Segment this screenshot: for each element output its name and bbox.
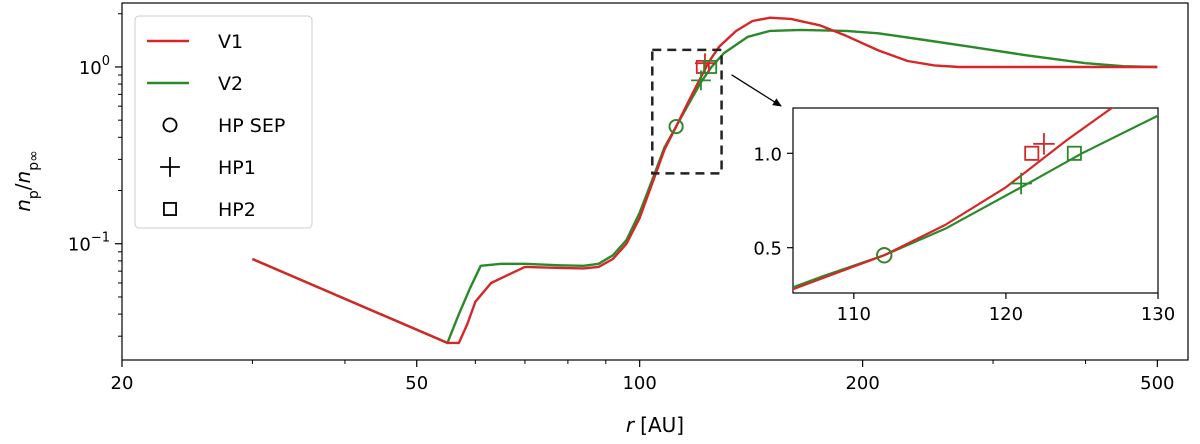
legend-item-hp-sep: HP SEP [162, 115, 285, 137]
y-tick-label: 100 [79, 54, 110, 79]
inset-x-ticks: 110 120 130 [837, 293, 1175, 325]
inset-y-tick-label: 0.5 [753, 239, 782, 260]
legend-label: HP1 [218, 157, 256, 179]
x-tick-label: 20 [111, 373, 134, 394]
inset-markers-group [876, 133, 1082, 264]
x-axis-unit: [AU] [640, 413, 684, 437]
legend-item-hp1: HP1 [160, 157, 256, 179]
inset-series-line-v1 [793, 108, 1114, 291]
legend-swatch [160, 157, 180, 177]
series-line-v1 [251, 16, 1158, 345]
inset-marker-circle-v2 [876, 247, 893, 264]
legend-swatch [162, 117, 178, 133]
inset-y-tick-label: 1.0 [753, 144, 782, 165]
marker-plus-v2 [691, 70, 711, 91]
legend-label: V2 [218, 73, 243, 95]
y-axis-slash: / [11, 183, 35, 190]
legend-item-v2: V2 [147, 73, 243, 95]
inset-x-tick-label: 120 [989, 304, 1023, 325]
x-axis-variable: r [626, 413, 636, 437]
y-axis-denominator: n [11, 171, 35, 184]
inset-series-group [793, 108, 1158, 291]
legend-frame [134, 15, 313, 229]
legend-item-v1: V1 [147, 31, 243, 53]
y-axis-numerator-subscript: p [26, 190, 42, 199]
marker-square-v1 [695, 60, 710, 74]
legend-label: HP SEP [218, 115, 285, 137]
x-tick-label: 200 [845, 373, 879, 394]
inset-marker-plus-v1 [1033, 133, 1055, 155]
inset-plot: 110 120 130 0.5 1.0 [753, 107, 1175, 325]
legend-label: HP2 [218, 199, 256, 221]
y-axis-label: np/np∞ [11, 150, 42, 212]
y-tick-label: 10−1 [68, 231, 110, 256]
main-y-ticks: 10−1 100 [68, 13, 122, 337]
y-axis-numerator: n [11, 199, 35, 212]
x-axis-label: r [AU] [626, 413, 684, 437]
x-tick-label: 500 [1140, 373, 1174, 394]
main-plot-area: 10−1 100 20 50 100 200 500 [68, 2, 1189, 394]
inset-background [792, 107, 1159, 294]
legend-swatch [163, 202, 177, 216]
legend: V1 V2 HP SEP HP1 HP2 [134, 15, 313, 229]
inset-y-ticks: 0.5 1.0 [753, 144, 793, 260]
inset-marker-square-v1 [1024, 145, 1040, 161]
main-plot-frame [121, 2, 1189, 361]
inset-marker-plus-v2 [1010, 172, 1032, 195]
inset-x-tick-label: 110 [837, 304, 871, 325]
x-tick-label: 50 [405, 373, 428, 394]
main-markers-group [668, 53, 718, 135]
inset-x-tick-label: 130 [1141, 304, 1175, 325]
x-tick-label: 100 [622, 373, 656, 394]
marker-circle-v2 [668, 119, 684, 135]
legend-label: V1 [218, 31, 243, 53]
main-x-ticks: 20 50 100 200 500 [111, 360, 1175, 394]
y-axis-denominator-subscript: p∞ [26, 150, 42, 171]
inset-marker-square-v2 [1066, 145, 1082, 161]
legend-item-hp2: HP2 [163, 199, 256, 221]
main-series-group [251, 16, 1158, 345]
zoom-arrow [731, 74, 782, 107]
zoom-box [651, 48, 723, 175]
marker-square-v2 [703, 60, 718, 74]
